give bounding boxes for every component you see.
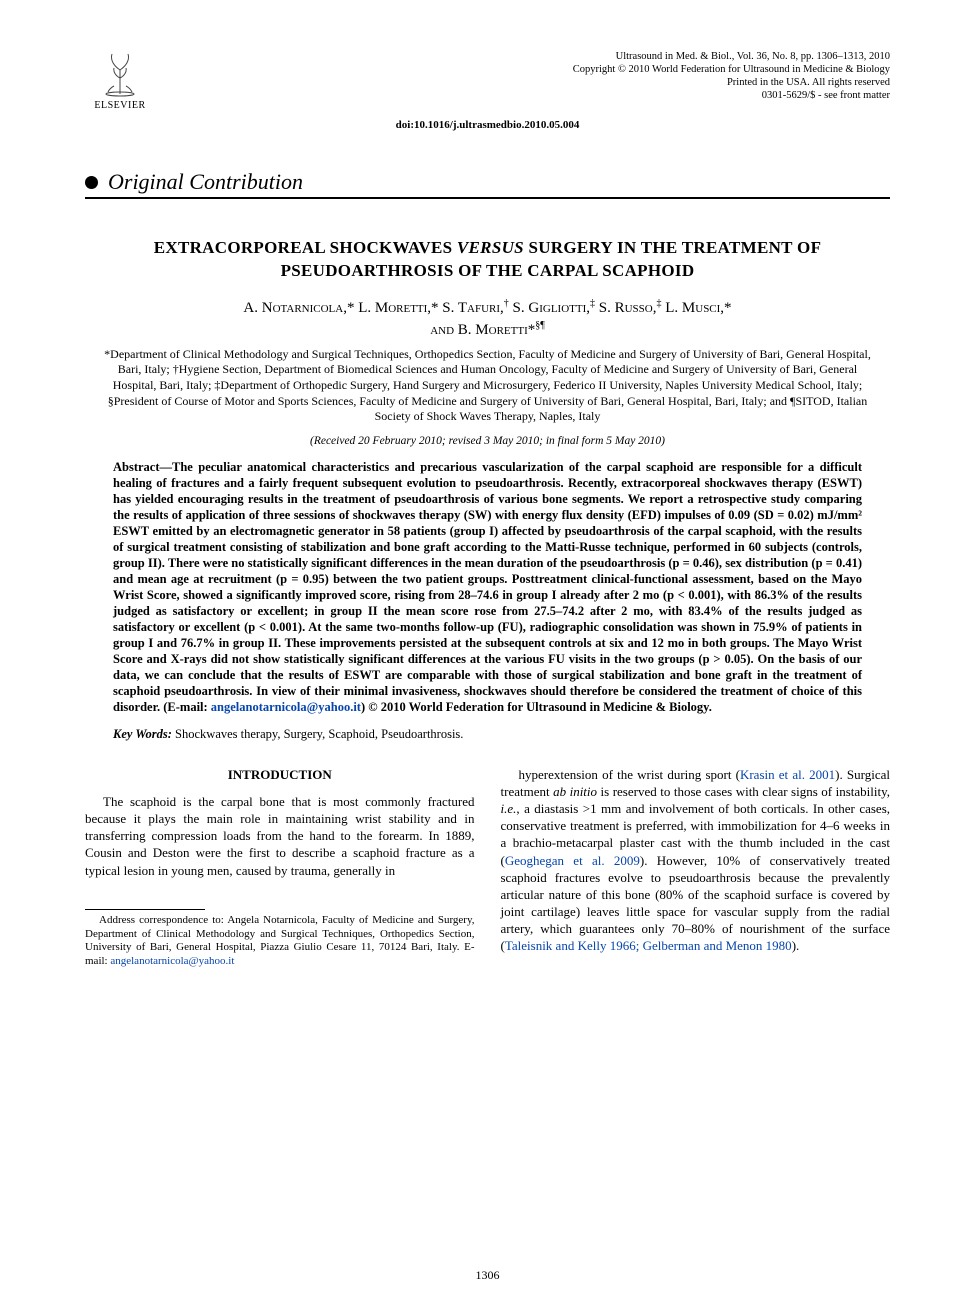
text-run: hyperextension of the wrist during sport… xyxy=(519,767,740,782)
text-run: is reserved to those cases with clear si… xyxy=(597,784,890,799)
manuscript-dates: (Received 20 February 2010; revised 3 Ma… xyxy=(85,435,890,447)
elsevier-tree-icon xyxy=(96,50,144,98)
abstract-label: Abstract— xyxy=(113,460,172,474)
meta-line: Printed in the USA. All rights reserved xyxy=(573,76,890,89)
title-versus: VERSUS xyxy=(457,238,524,257)
rule-thick xyxy=(85,197,890,199)
citation[interactable]: Krasin et al. 2001 xyxy=(740,767,835,782)
column-right: hyperextension of the wrist during sport… xyxy=(501,766,891,969)
intro-heading: INTRODUCTION xyxy=(85,766,475,783)
section-label: Original Contribution xyxy=(108,169,303,195)
title-part: EXTRACORPOREAL SHOCKWAVES xyxy=(154,238,457,257)
publisher-name: ELSEVIER xyxy=(94,100,145,111)
meta-line: Copyright © 2010 World Federation for Ul… xyxy=(573,63,890,76)
citation[interactable]: Taleisnik and Kelly 1966; Gelberman and … xyxy=(505,938,792,953)
header: ELSEVIER Ultrasound in Med. & Biol., Vol… xyxy=(85,50,890,111)
body-columns: INTRODUCTION The scaphoid is the carpal … xyxy=(85,766,890,969)
section-label-row: Original Contribution xyxy=(85,169,890,195)
italic-term: i.e. xyxy=(501,801,517,816)
citation[interactable]: Geoghegan et al. 2009 xyxy=(505,853,640,868)
abstract-tail: ) © 2010 World Federation for Ultrasound… xyxy=(361,700,712,714)
bullet-icon xyxy=(85,176,98,189)
doi: doi:10.1016/j.ultrasmedbio.2010.05.004 xyxy=(85,119,890,131)
footnote-email[interactable]: angelanotarnicola@yahoo.it xyxy=(110,955,234,967)
publisher-logo: ELSEVIER xyxy=(85,50,155,111)
paragraph: The scaphoid is the carpal bone that is … xyxy=(85,793,475,879)
abstract: Abstract—The peculiar anatomical charact… xyxy=(85,459,890,715)
column-left: INTRODUCTION The scaphoid is the carpal … xyxy=(85,766,475,969)
meta-line: 0301-5629/$ - see front matter xyxy=(573,89,890,102)
header-meta: Ultrasound in Med. & Biol., Vol. 36, No.… xyxy=(573,50,890,103)
keywords-label: Key Words: xyxy=(113,727,172,741)
affiliations: *Department of Clinical Methodology and … xyxy=(85,347,890,425)
authors: A. Notarnicola,* L. Moretti,* S. Tafuri,… xyxy=(85,297,890,341)
keywords-text: Shockwaves therapy, Surgery, Scaphoid, P… xyxy=(172,727,464,741)
text-run: ). xyxy=(792,938,800,953)
footnote-rule xyxy=(85,909,205,910)
page-number: 1306 xyxy=(0,1268,975,1283)
italic-term: ab initio xyxy=(553,784,597,799)
keywords: Key Words: Shockwaves therapy, Surgery, … xyxy=(85,727,890,742)
meta-line: Ultrasound in Med. & Biol., Vol. 36, No.… xyxy=(573,50,890,63)
paragraph: hyperextension of the wrist during sport… xyxy=(501,766,891,955)
abstract-body: The peculiar anatomical characteristics … xyxy=(113,460,862,714)
article-title: EXTRACORPOREAL SHOCKWAVES VERSUS SURGERY… xyxy=(85,237,890,283)
abstract-email[interactable]: angelanotarnicola@yahoo.it xyxy=(211,700,361,714)
correspondence-footnote: Address correspondence to: Angela Notarn… xyxy=(85,914,475,969)
